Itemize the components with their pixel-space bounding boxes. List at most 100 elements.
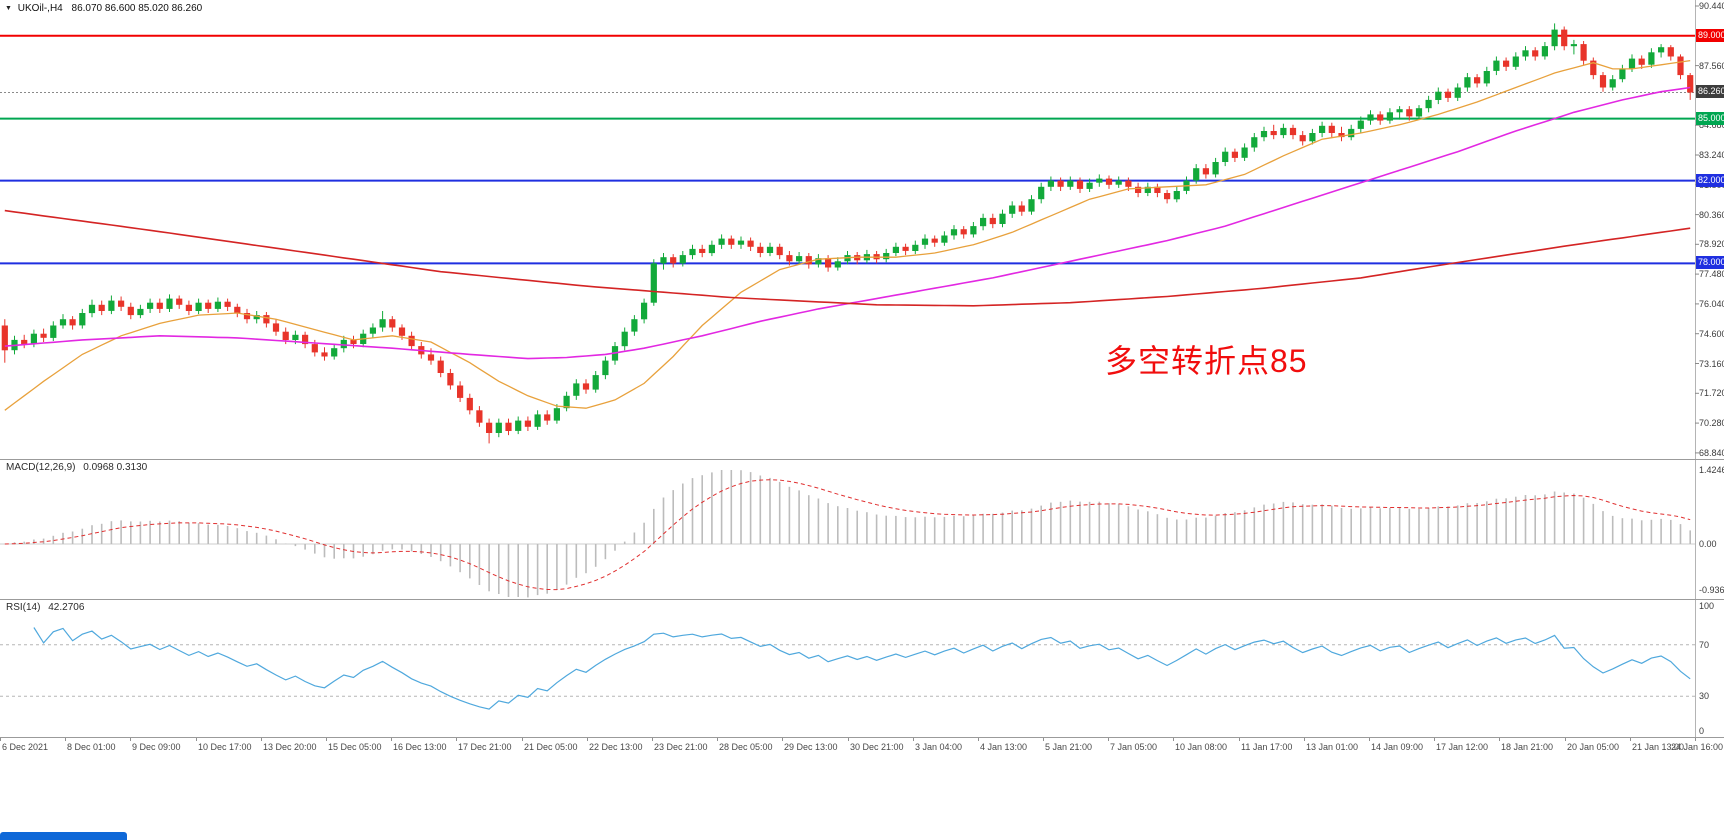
time-tick [65,738,66,741]
taskbar-fragment[interactable] [0,832,127,840]
time-tick [1695,738,1696,741]
price-line-badge: 89.000 [1696,29,1724,42]
time-axis-label: 13 Dec 20:00 [263,742,317,752]
rsi-axis-100: 100 [1699,601,1715,611]
rsi-axis-30: 30 [1699,691,1710,701]
price-axis-label: 73.160 [1699,359,1724,369]
macd-title: MACD(12,26,9) [6,462,76,473]
time-axis-label: 17 Jan 12:00 [1436,742,1489,752]
time-axis[interactable]: 6 Dec 2021 8 Dec 01:00 9 Dec 09:00 10 Dec 1… [0,738,1724,756]
price-axis-label: 74.600 [1699,329,1724,339]
time-tick [456,738,457,741]
time-tick [1239,738,1240,741]
time-tick [196,738,197,741]
price-axis-label: 83.240 [1699,150,1724,160]
bottom-strip [0,756,1724,840]
time-axis-label: 28 Dec 05:00 [719,742,773,752]
macd-values: 0.0968 0.3130 [83,462,148,473]
rsi-header: RSI(14) 42.2706 [6,602,84,613]
time-tick [652,738,653,741]
macd-panel: MACD(12,26,9) 0.0968 0.3130 1.4246 0.00 … [0,460,1724,600]
rsi-canvas[interactable] [0,600,1724,737]
time-axis-label: 15 Dec 05:00 [328,742,382,752]
price-chart-canvas[interactable] [0,0,1724,459]
price-axis-label: 77.480 [1699,269,1724,279]
time-tick [1304,738,1305,741]
ma-fast-orange [4,59,1691,411]
time-axis-label: 24 Jan 16:00 [1670,742,1723,752]
time-axis-label: 3 Jan 04:00 [915,742,963,752]
time-tick [913,738,914,741]
time-axis-label: 9 Dec 09:00 [132,742,181,752]
time-axis-label: 29 Dec 13:00 [784,742,838,752]
chart-dropdown-icon[interactable]: ▼ [5,5,12,12]
macd-axis-top: 1.4246 [1699,465,1724,475]
time-tick [782,738,783,741]
time-tick [1630,738,1631,741]
time-axis-label: 23 Dec 21:00 [654,742,708,752]
time-tick [1434,738,1435,741]
rsi-title: RSI(14) [6,602,41,613]
rsi-value: 42.2706 [48,602,85,613]
macd-axis-zero: 0.00 [1699,539,1717,549]
time-tick [1565,738,1566,741]
time-axis-label: 17 Dec 21:00 [458,742,512,752]
time-tick [130,738,131,741]
time-axis-label: 4 Jan 13:00 [980,742,1028,752]
time-axis-label: 21 Jan 13:00 [1632,742,1685,752]
candlestick-series [1,23,1694,444]
price-axis-label: 78.920 [1699,239,1724,249]
price-axis-label: 87.560 [1699,61,1724,71]
time-axis-label: 10 Jan 08:00 [1175,742,1228,752]
rsi-axis-70: 70 [1699,640,1710,650]
price-axis-label: 76.040 [1699,299,1724,309]
rsi-panel: RSI(14) 42.2706 100 70 30 0 [0,600,1724,738]
price-axis-label: 71.720 [1699,388,1724,398]
price-axis-label: 70.280 [1699,418,1724,428]
ma-slow-red [4,209,1691,307]
time-axis-label: 7 Jan 05:00 [1110,742,1158,752]
time-axis-label: 22 Dec 13:00 [589,742,643,752]
time-tick [978,738,979,741]
rsi-line [33,627,1691,710]
price-axis-label: 90.440 [1699,1,1724,11]
time-tick [261,738,262,741]
price-line-badge: 82.000 [1696,174,1724,187]
time-axis-label: 13 Jan 01:00 [1306,742,1359,752]
macd-canvas[interactable] [0,460,1724,599]
macd-histogram [13,470,1691,598]
time-tick [391,738,392,741]
time-tick [587,738,588,741]
time-tick [522,738,523,741]
price-line-badge: 86.260 [1696,85,1724,98]
price-axis-label: 68.840 [1699,448,1724,458]
time-tick [1173,738,1174,741]
time-axis-label: 20 Jan 05:00 [1567,742,1620,752]
chart-symbol-label: UKOil-,H4 [17,3,63,14]
chart-header: ▼ UKOil-,H4 86.070 86.600 85.020 86.260 [5,3,202,14]
macd-header: MACD(12,26,9) 0.0968 0.3130 [6,462,147,473]
time-axis-label: 6 Dec 2021 [2,742,49,752]
time-tick [326,738,327,741]
price-line-badge: 78.000 [1696,256,1724,269]
time-axis-label: 8 Dec 01:00 [67,742,116,752]
time-tick [0,738,1,741]
annotation-text: 多空转折点85 [1105,343,1308,379]
macd-signal-line [4,479,1691,591]
time-axis-label: 16 Dec 13:00 [393,742,447,752]
time-axis-label: 21 Dec 05:00 [524,742,578,752]
time-axis-label: 11 Jan 17:00 [1241,742,1293,752]
time-axis-label: 30 Dec 21:00 [850,742,904,752]
time-axis-label: 10 Dec 17:00 [198,742,252,752]
rsi-axis-0: 0 [1699,726,1705,736]
price-axis-label: 84.680 [1699,120,1724,130]
macd-axis-bottom: -0.9363 [1699,585,1724,595]
time-tick [1369,738,1370,741]
time-tick [1043,738,1044,741]
chart-ohlc-values: 86.070 86.600 85.020 86.260 [71,3,203,14]
time-axis-label: 5 Jan 21:00 [1045,742,1093,752]
time-tick [848,738,849,741]
time-tick [1108,738,1109,741]
price-line-badge: 85.000 [1696,112,1724,125]
time-tick [1499,738,1500,741]
